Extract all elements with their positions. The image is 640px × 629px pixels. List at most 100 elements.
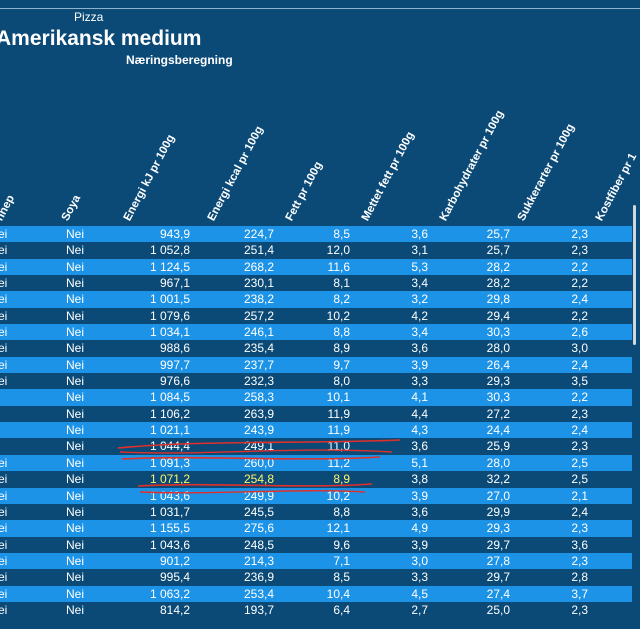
soya-cell: Nei: [66, 553, 85, 568]
carbohydrates-cell: 27,0: [486, 488, 510, 503]
saturated-fat-cell: 4,1: [411, 390, 428, 405]
allergen-cell: ei: [0, 521, 8, 536]
soya-cell: Nei: [66, 472, 85, 487]
energy-kj-cell: 1 001,5: [149, 292, 190, 307]
energy-kj-cell: 1 052,8: [149, 243, 190, 258]
header-fat: Fett pr 100g: [283, 159, 325, 224]
energy-kj-cell: 976,6: [159, 374, 190, 389]
saturated-fat-cell: 4,3: [411, 423, 428, 438]
soya-cell: Nei: [66, 292, 85, 307]
fat-cell: 12,1: [326, 521, 350, 536]
allergen-cell: ei: [0, 374, 8, 389]
sugars-cell: 3,0: [571, 341, 588, 356]
sugars-cell: 2,3: [571, 553, 588, 568]
fat-cell: 8,8: [333, 504, 350, 519]
carbohydrates-cell: 28,0: [486, 341, 510, 356]
energy-kcal-cell: 268,2: [243, 259, 274, 274]
saturated-fat-cell: 3,9: [411, 488, 428, 503]
carbohydrates-cell: 25,7: [486, 243, 510, 258]
energy-kj-cell: 988,6: [159, 341, 190, 356]
soya-cell: Nei: [66, 390, 85, 405]
energy-kcal-cell: 235,4: [243, 341, 274, 356]
energy-kcal-cell: 232,3: [243, 374, 274, 389]
energy-kcal-cell: 193,7: [243, 602, 274, 617]
energy-kcal-cell: 245,5: [243, 504, 274, 519]
fat-cell: 8,2: [333, 292, 350, 307]
energy-kcal-cell: 253,4: [243, 586, 274, 601]
energy-kcal-cell: 249,9: [243, 488, 274, 503]
soya-cell: Nei: [66, 521, 85, 536]
energy-kcal-cell: 263,9: [243, 406, 274, 421]
sugars-cell: 2,4: [571, 292, 588, 307]
table-row: ei Nei 1 124,5 268,2 11,6 5,3 28,2 2,2: [0, 258, 632, 276]
saturated-fat-cell: 3,2: [411, 292, 428, 307]
table-row: ei Nei 988,6 235,4 8,9 3,6 28,0 3,0: [0, 340, 632, 357]
energy-kj-cell: 943,9: [159, 227, 190, 241]
carbohydrates-cell: 29,4: [486, 308, 510, 323]
saturated-fat-cell: 3,3: [411, 570, 428, 585]
saturated-fat-cell: 3,3: [411, 374, 428, 389]
fat-cell: 9,6: [333, 537, 350, 552]
energy-kcal-cell: 224,7: [243, 227, 274, 241]
sugars-cell: 2,3: [571, 439, 588, 454]
energy-kcal-cell: 230,1: [243, 276, 274, 291]
sugars-cell: 2,4: [571, 357, 588, 372]
header-energy-kcal: Energi kcal pr 100g: [205, 124, 266, 224]
energy-kj-cell: 1 044,4: [149, 439, 190, 454]
allergen-cell: ei: [0, 553, 8, 568]
fat-cell: 12,0: [326, 243, 350, 258]
sugars-cell: 3,6: [571, 537, 588, 552]
fat-cell: 8,5: [333, 227, 350, 241]
sugars-cell: 2,6: [571, 325, 588, 340]
allergen-cell: ei: [0, 602, 8, 617]
carbohydrates-cell: 29,7: [486, 537, 510, 552]
fat-cell: 10,4: [326, 586, 350, 601]
category-label: Pizza: [74, 10, 104, 24]
soya-cell: Nei: [66, 570, 85, 585]
saturated-fat-cell: 4,9: [411, 521, 428, 536]
energy-kj-cell: 1 031,7: [149, 504, 190, 519]
table-row: ei Nei 1 155,5 275,6 12,1 4,9 29,3 2,3: [0, 520, 632, 537]
fat-cell: 11,2: [327, 455, 350, 470]
carbohydrates-cell: 32,2: [486, 472, 510, 487]
energy-kj-cell: 1 043,6: [149, 488, 190, 503]
header-soya: Soya: [59, 193, 84, 224]
soya-cell: Nei: [66, 488, 85, 503]
energy-kj-cell: 967,1: [159, 276, 190, 291]
sugars-cell: 2,3: [571, 521, 588, 536]
sugars-cell: 3,7: [571, 586, 588, 601]
table-row: ei Nei 1 052,8 251,4 12,0 3,1 25,7 2,3: [0, 242, 632, 259]
allergen-cell: ei: [0, 504, 8, 519]
scrollbar[interactable]: [633, 205, 636, 345]
energy-kcal-cell: 251,4: [243, 243, 274, 258]
soya-cell: Nei: [66, 276, 85, 291]
carbohydrates-cell: 29,7: [486, 570, 510, 585]
sugars-cell: 2,8: [571, 570, 588, 585]
fat-cell: 9,7: [333, 357, 350, 372]
energy-kcal-cell: 254,8: [243, 472, 274, 487]
fat-cell: 11,0: [327, 439, 350, 454]
table-row: ei Nei 1 079,6 257,2 10,2 4,2 29,4 2,2: [0, 307, 632, 325]
allergen-cell: ei: [0, 341, 8, 356]
energy-kj-cell: 1 043,6: [149, 537, 190, 552]
fat-cell: 6,4: [333, 602, 350, 617]
sugars-cell: 2,5: [571, 472, 588, 487]
energy-kcal-cell: 260,0: [243, 455, 274, 470]
energy-kj-cell: 1 155,5: [149, 521, 190, 536]
table-row: Nei 1 021,1 243,9 11,9 4,3 24,4 2,4: [0, 422, 632, 439]
table-row: ei Nei 1 043,6 248,5 9,6 3,9 29,7 3,6: [0, 536, 632, 553]
page-title: Amerikansk medium: [0, 27, 202, 50]
sugars-cell: 2,2: [571, 276, 588, 291]
header-allergen: nnep: [0, 193, 18, 224]
saturated-fat-cell: 2,7: [411, 602, 428, 617]
saturated-fat-cell: 3,0: [411, 553, 428, 568]
allergen-cell: ei: [0, 455, 8, 470]
carbohydrates-cell: 24,4: [486, 423, 510, 438]
energy-kcal-cell: 258,3: [243, 390, 274, 405]
table-row: ei Nei 1 001,5 238,2 8,2 3,2 29,8 2,4: [0, 291, 632, 308]
sugars-cell: 2,2: [571, 259, 588, 274]
saturated-fat-cell: 4,4: [411, 406, 428, 421]
fat-cell: 11,9: [327, 423, 350, 438]
soya-cell: Nei: [66, 504, 85, 519]
fat-cell: 8,5: [333, 570, 350, 585]
